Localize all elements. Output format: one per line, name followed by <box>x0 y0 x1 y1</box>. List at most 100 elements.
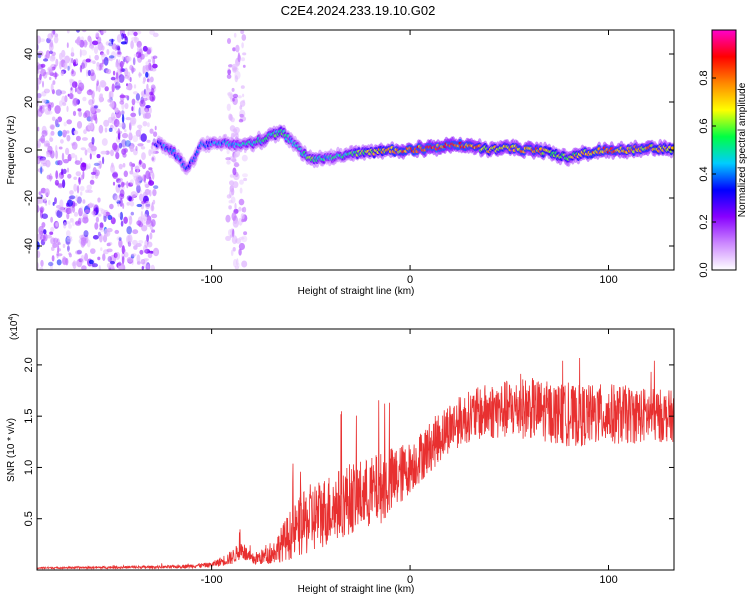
spectrogram-noise-blob <box>152 172 155 180</box>
spectrogram-noise-blob <box>137 124 143 129</box>
spectrogram-noise-blob <box>91 263 99 268</box>
spectrogram-noise-blob <box>135 129 142 137</box>
spectrogram-noise-blob <box>48 261 54 267</box>
snr-y-ticks: 0.5 1.0 1.5 2.0 <box>23 357 674 526</box>
spectrogram-noise-blob <box>147 263 150 270</box>
spectrogram-noise-blob <box>128 196 132 202</box>
spectrogram-noise-blob <box>144 188 151 196</box>
spectrogram-noise-blob <box>57 242 61 246</box>
spectrogram-noise-blob <box>86 69 89 77</box>
snr-y-tick-label: 0.5 <box>23 511 35 526</box>
spectrogram-noise-blob <box>137 216 143 225</box>
spectrogram-noise-blob <box>134 37 140 43</box>
spectrogram-noise-blob <box>150 145 154 150</box>
spectrogram-noise-blob <box>153 131 158 137</box>
spectrogram-noise-blob <box>144 112 151 119</box>
spectrogram-panel: -100 0 100 -40 -20 0 20 40 Height of straight … <box>6 29 675 297</box>
spectrogram-noise-blob <box>72 110 77 117</box>
spectrogram-noise-blob <box>151 213 158 219</box>
spectrogram-noise-blob <box>144 259 148 263</box>
spectrogram-noise-blob <box>112 70 116 76</box>
spectrogram-noise-blob <box>121 256 125 265</box>
spectrogram-noise-blob <box>126 56 132 62</box>
spectrogram-noise-blob <box>241 235 248 243</box>
spectrogram-noise-blob <box>142 76 147 83</box>
snr-x-axis-label: Height of straight line (km) <box>298 584 415 595</box>
spectrogram-noise-blob <box>123 216 128 224</box>
spectrogram-noise-blob <box>46 151 49 158</box>
spectrogram-noise-blob <box>66 30 70 34</box>
spectrogram-noise-blob <box>127 31 130 36</box>
spectrogram-noise-blob <box>86 184 92 191</box>
spectrogram-noise-blob <box>49 137 54 143</box>
spectrogram-noise-blob <box>122 203 125 209</box>
spectrogram-noise-blob <box>50 216 53 223</box>
spectrogram-noise-blob <box>59 60 62 70</box>
spectrogram-noise-blob <box>47 33 53 40</box>
spectrogram-noise-blob <box>38 225 44 235</box>
spectrogram-noise-blob <box>95 32 99 38</box>
colorbar-frame <box>711 29 737 271</box>
spectrogram-noise-blob <box>126 226 132 235</box>
spectrogram-noise-blob <box>40 194 43 199</box>
spectrogram-x-tick-label: -100 <box>201 274 223 286</box>
spectrogram-noise-blob <box>154 250 158 256</box>
spectrogram-noise-blob <box>152 32 159 38</box>
spectrogram-noise-blob <box>46 234 52 239</box>
spectrogram-noise-blob <box>50 237 57 245</box>
spectrogram-noise-blob <box>49 50 53 54</box>
spectrogram-noise-blob <box>89 69 95 77</box>
spectrogram-noise-blob <box>124 140 131 147</box>
spectrogram-noise-blob <box>106 262 112 269</box>
spectrogram-noise-blob <box>39 73 42 81</box>
spectrogram-noise-blob <box>60 90 67 95</box>
spectrogram-noise-blob <box>37 70 42 74</box>
colorbar-tick-label: 0.2 <box>698 214 710 229</box>
spectrogram-noise-blob <box>140 146 146 150</box>
spectrogram-noise-blob <box>106 227 113 233</box>
spectrogram-noise-blob <box>43 229 47 235</box>
spectrogram-noise-blob <box>132 91 138 95</box>
spectrogram-noise-blob <box>39 267 44 270</box>
spectrogram-noise-blob <box>41 222 46 228</box>
spectrogram-noise-blob <box>229 174 235 178</box>
spectrogram-noise-blob <box>94 169 100 177</box>
spectrogram-noise-blob <box>242 99 246 103</box>
spectrogram-noise-blob <box>37 126 40 132</box>
spectrogram-noise-blob <box>117 184 121 188</box>
spectrogram-noise-blob <box>84 149 87 156</box>
spectrogram-noise-blob <box>71 57 74 64</box>
colorbar-tick-label: 0.0 <box>698 262 710 277</box>
spectrogram-noise-blob <box>67 245 70 252</box>
spectrogram-noise-blob <box>100 247 103 252</box>
colorbar-tick-label: 0.6 <box>698 118 710 133</box>
spectrogram-noise-blob <box>50 124 55 130</box>
spectrogram-noise-blob <box>109 267 115 270</box>
spectrogram-noise-blob <box>67 246 70 250</box>
spectrogram-noise-blob <box>44 188 50 197</box>
spectrogram-noise-blob <box>138 159 142 165</box>
spectrogram-noise-blob <box>136 100 140 104</box>
spectrogram-noise-blob <box>230 96 233 103</box>
spectrogram-noise-blob <box>130 191 137 198</box>
spectrogram-noise-blob <box>143 244 148 254</box>
spectrogram-noise-blob <box>152 63 158 69</box>
spectrogram-noise-blob <box>110 51 117 61</box>
spectrogram-noise-blob <box>148 167 153 171</box>
spectrogram-noise-blob <box>111 43 117 50</box>
spectrogram-noise-blob <box>88 89 92 93</box>
spectrogram-noise-blob <box>86 239 91 248</box>
spectrogram-noise-blob <box>148 180 155 186</box>
spectrogram-noise-blob <box>133 53 138 58</box>
spectrogram-noise-blob <box>37 140 41 149</box>
spectrogram-noise-blob <box>85 58 91 63</box>
spectrogram-noise-blob <box>76 121 83 129</box>
spectrogram-noise-blob <box>83 39 88 48</box>
spectrogram-noise-blob <box>52 30 56 35</box>
spectrogram-noise-blob <box>57 130 63 137</box>
spectrogram-noise-blob <box>148 79 152 83</box>
spectrogram-noise-blob <box>114 229 120 234</box>
spectrogram-noise-blob <box>49 55 56 62</box>
spectrogram-noise-blob <box>69 218 74 223</box>
spectrogram-noise-blob <box>81 59 88 69</box>
